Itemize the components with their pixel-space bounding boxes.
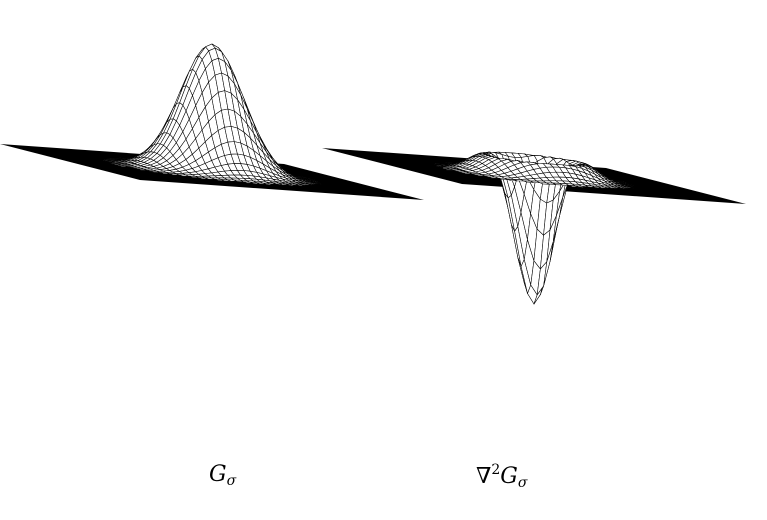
- caption-gaussian: Gσ: [209, 462, 236, 489]
- caption-log-superscript: 2: [491, 462, 501, 478]
- caption-log-operator: ∇: [476, 464, 492, 489]
- caption-gaussian-subscript: σ: [226, 473, 237, 489]
- caption-log-symbol: G: [500, 464, 518, 489]
- caption-log-subscript: σ: [517, 475, 528, 491]
- mesh-laplacian-of-gaussian: [433, 151, 635, 305]
- caption-laplacian-of-gaussian: ∇2Gσ: [476, 462, 527, 491]
- caption-gaussian-symbol: G: [209, 462, 227, 487]
- surface-gaussian: [0, 43, 424, 200]
- mesh-gaussian: [102, 43, 322, 187]
- surface-laplacian-of-gaussian: [322, 148, 746, 305]
